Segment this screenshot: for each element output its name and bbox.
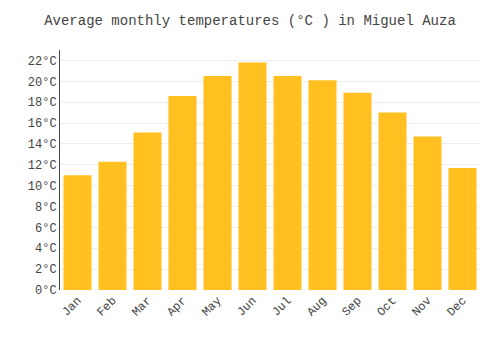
svg-text:Jul: Jul [269,294,294,319]
svg-text:18°C: 18°C [28,96,57,110]
svg-text:Aug: Aug [304,294,329,319]
svg-text:Feb: Feb [94,294,119,319]
svg-text:Apr: Apr [164,294,189,319]
svg-text:Jan: Jan [59,294,84,319]
svg-text:20°C: 20°C [28,76,57,90]
svg-text:Jun: Jun [234,294,259,319]
svg-text:4°C: 4°C [35,242,57,256]
svg-text:Oct: Oct [374,294,399,319]
svg-text:Nov: Nov [409,294,434,319]
svg-text:8°C: 8°C [35,201,57,215]
svg-text:6°C: 6°C [35,222,57,236]
svg-text:14°C: 14°C [28,138,57,152]
svg-text:22°C: 22°C [28,55,57,69]
svg-text:0°C: 0°C [35,284,57,298]
svg-text:Dec: Dec [444,294,469,319]
svg-text:May: May [199,294,224,319]
svg-text:12°C: 12°C [28,159,57,173]
svg-text:Average monthly temperatures (: Average monthly temperatures (°C ) in Mi… [44,13,456,29]
svg-text:Mar: Mar [129,294,154,319]
svg-text:2°C: 2°C [35,263,57,277]
svg-text:Sep: Sep [339,294,364,319]
svg-text:10°C: 10°C [28,180,57,194]
svg-text:16°C: 16°C [28,117,57,131]
